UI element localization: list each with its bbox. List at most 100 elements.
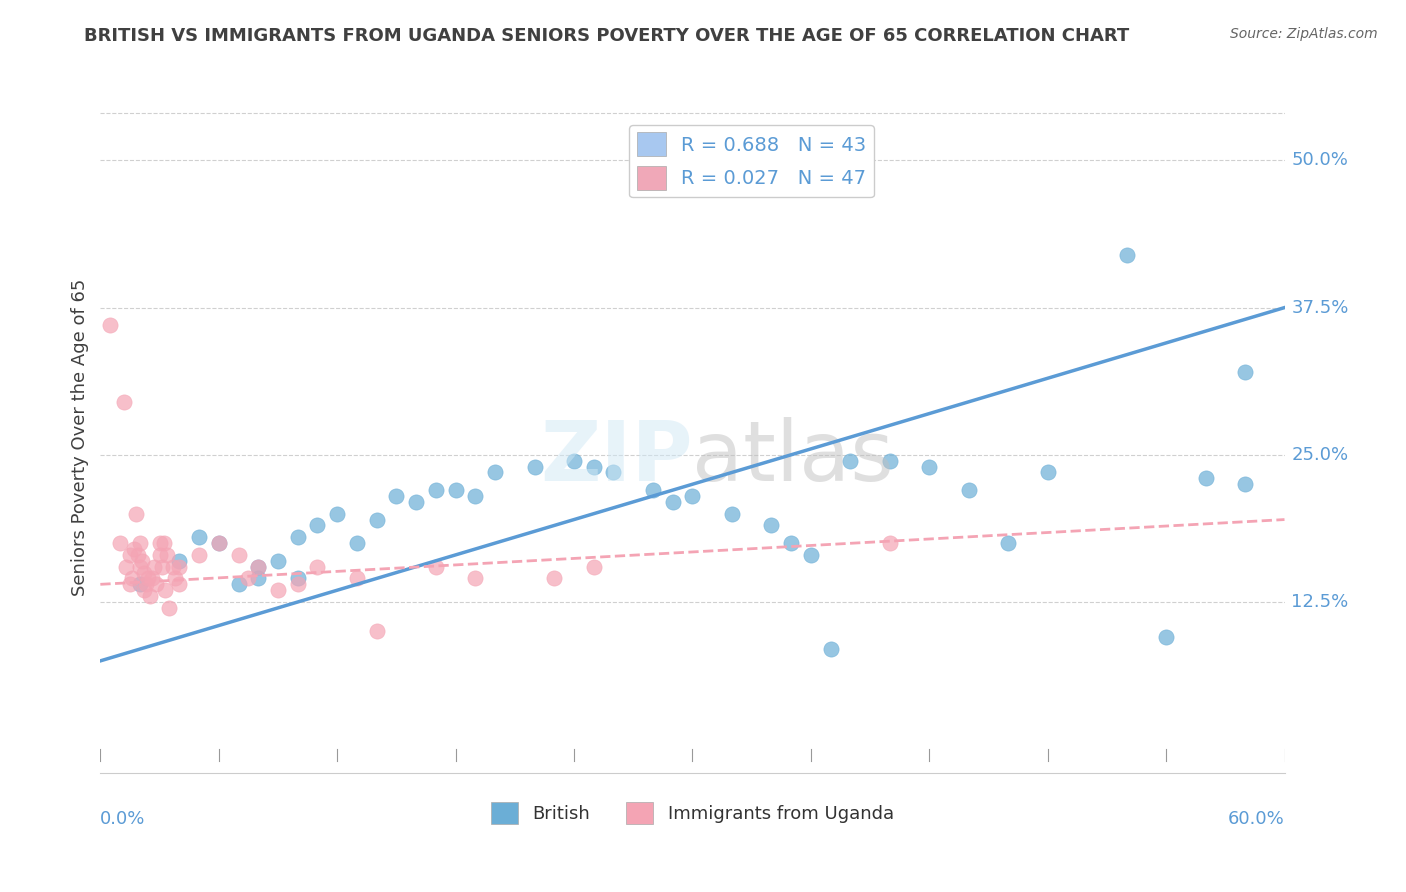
Point [582, 559, 605, 574]
Point [661, 495, 683, 509]
Point [156, 548, 179, 562]
Point [957, 483, 980, 497]
Point [1115, 247, 1137, 261]
Point [141, 571, 163, 585]
Point [780, 536, 803, 550]
Point [108, 536, 131, 550]
Point [287, 571, 309, 585]
Point [346, 536, 368, 550]
Point [127, 548, 149, 562]
Point [543, 571, 565, 585]
Point [132, 566, 155, 580]
Point [169, 559, 191, 574]
Point [188, 548, 211, 562]
Point [1194, 471, 1216, 485]
Point [112, 394, 135, 409]
Text: atlas: atlas [692, 417, 894, 498]
Point [132, 583, 155, 598]
Point [128, 559, 150, 574]
Point [159, 600, 181, 615]
Point [464, 571, 486, 585]
Point [366, 512, 388, 526]
Text: ZIP: ZIP [540, 417, 692, 498]
Point [267, 583, 290, 598]
Point [464, 489, 486, 503]
Point [641, 483, 664, 497]
Point [247, 559, 270, 574]
Point [444, 483, 467, 497]
Point [121, 571, 143, 585]
Point [118, 548, 141, 562]
Point [997, 536, 1019, 550]
Text: Source: ZipAtlas.com: Source: ZipAtlas.com [1230, 27, 1378, 41]
Point [287, 530, 309, 544]
Point [155, 583, 177, 598]
Point [405, 495, 427, 509]
Legend: British, Immigrants from Uganda: British, Immigrants from Uganda [484, 795, 901, 830]
Point [681, 489, 703, 503]
Point [761, 518, 783, 533]
Text: 60.0%: 60.0% [1227, 810, 1285, 828]
Point [820, 642, 842, 657]
Text: 25.0%: 25.0% [1292, 446, 1348, 464]
Point [228, 577, 250, 591]
Point [267, 554, 290, 568]
Point [125, 507, 148, 521]
Text: 37.5%: 37.5% [1292, 299, 1348, 317]
Point [128, 577, 150, 591]
Point [169, 554, 191, 568]
Point [115, 559, 138, 574]
Point [385, 489, 408, 503]
Point [142, 559, 165, 574]
Point [1234, 477, 1257, 491]
Point [150, 559, 173, 574]
Point [366, 624, 388, 639]
Point [602, 466, 624, 480]
Text: 12.5%: 12.5% [1292, 593, 1348, 611]
Point [169, 577, 191, 591]
Point [287, 577, 309, 591]
Text: BRITISH VS IMMIGRANTS FROM UGANDA SENIORS POVERTY OVER THE AGE OF 65 CORRELATION: BRITISH VS IMMIGRANTS FROM UGANDA SENIOR… [84, 27, 1129, 45]
Point [879, 536, 901, 550]
Point [148, 548, 170, 562]
Point [138, 589, 160, 603]
Point [208, 536, 231, 550]
Point [165, 571, 187, 585]
Point [208, 536, 231, 550]
Point [326, 507, 349, 521]
Point [152, 536, 174, 550]
Point [879, 453, 901, 467]
Point [122, 541, 145, 556]
Point [918, 459, 941, 474]
Point [425, 483, 447, 497]
Point [188, 530, 211, 544]
Point [484, 466, 506, 480]
Point [128, 536, 150, 550]
Point [228, 548, 250, 562]
Point [721, 507, 744, 521]
Point [131, 554, 153, 568]
Point [148, 536, 170, 550]
Text: 50.0%: 50.0% [1292, 152, 1348, 169]
Text: 0.0%: 0.0% [100, 810, 146, 828]
Point [523, 459, 546, 474]
Point [162, 559, 184, 574]
Point [238, 571, 260, 585]
Point [346, 571, 368, 585]
Point [247, 559, 270, 574]
Point [307, 559, 329, 574]
Point [307, 518, 329, 533]
Point [1154, 630, 1177, 644]
Point [136, 571, 159, 585]
Point [98, 318, 121, 333]
Point [582, 459, 605, 474]
Point [135, 577, 157, 591]
Point [425, 559, 447, 574]
Point [1234, 365, 1257, 379]
Point [247, 571, 270, 585]
Point [839, 453, 862, 467]
Y-axis label: Seniors Poverty Over the Age of 65: Seniors Poverty Over the Age of 65 [72, 278, 89, 596]
Point [800, 548, 823, 562]
Point [1036, 466, 1059, 480]
Point [562, 453, 585, 467]
